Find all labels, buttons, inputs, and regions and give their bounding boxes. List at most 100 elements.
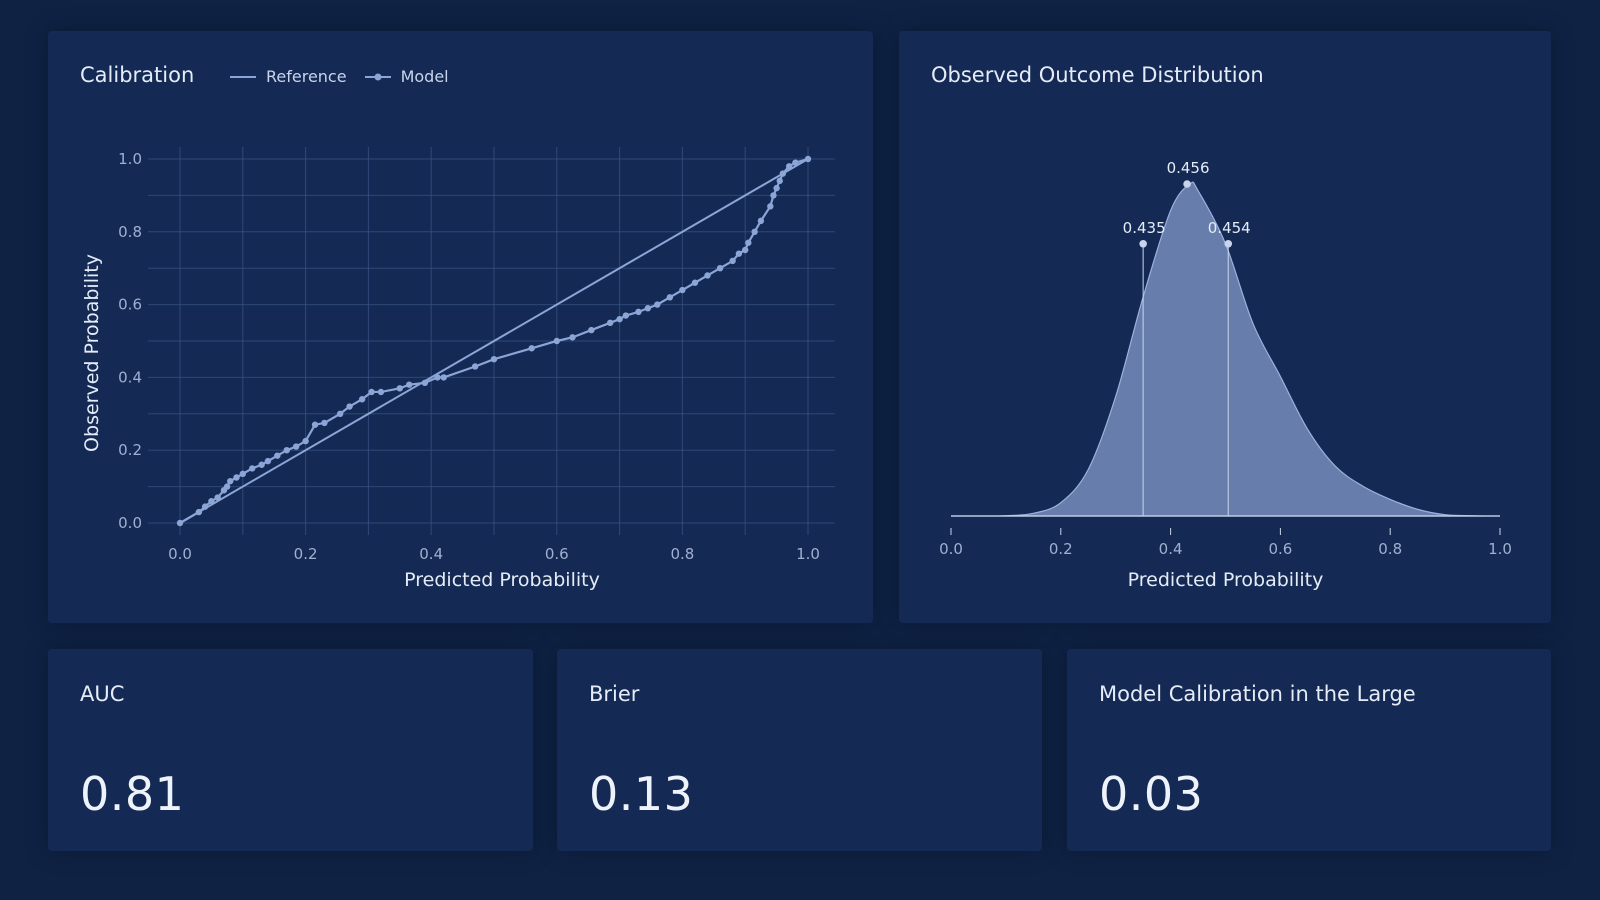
model-point [779, 170, 787, 177]
legend-item-model: Model [364, 67, 449, 86]
y-tick-label: 0.6 [118, 296, 142, 314]
model-point [622, 312, 630, 319]
model-point [635, 308, 642, 316]
model-point [644, 305, 652, 312]
calibration-in-the-large-card: Model Calibration in the Large 0.03 [1067, 649, 1551, 851]
calibration-chart: 0.0 0.2 0.4 0.6 0.8 1.0 0.0 0.2 0.4 0.6 0.8 1.0 Pred… [81, 147, 835, 591]
x-tick-label: 0.0 [168, 545, 192, 563]
model-point [553, 337, 560, 345]
model-point [745, 239, 752, 246]
x-axis-label: Predicted Probability [404, 569, 600, 591]
model-point [258, 461, 265, 468]
reference-line-icon [230, 71, 256, 83]
model-point [773, 184, 780, 192]
x-tick-label: 1.0 [796, 545, 820, 563]
y-tick-label: 1.0 [118, 150, 142, 168]
distribution-title: Observed Outcome Distribution [931, 63, 1264, 87]
brier-card: Brier 0.13 [557, 649, 1042, 851]
model-point [336, 410, 344, 417]
model-point [311, 421, 319, 428]
annotation-point [1139, 239, 1147, 248]
model-point [358, 396, 366, 403]
model-point [729, 257, 736, 265]
model-point [606, 319, 614, 326]
y-tick-label: 0.2 [118, 441, 142, 459]
model-point [434, 374, 441, 381]
model-point [274, 452, 281, 459]
calibration-in-the-large-value: 0.03 [1099, 767, 1204, 821]
model-point [471, 363, 479, 370]
model-point [195, 508, 203, 516]
model-point [735, 250, 743, 257]
model-point [691, 279, 699, 286]
y-tick-label: 0.4 [118, 368, 142, 386]
model-point [716, 265, 724, 272]
model-point [770, 192, 777, 199]
model-point [528, 345, 535, 352]
x-tick-label: 0.6 [545, 545, 569, 563]
model-point [421, 379, 429, 387]
x-tick-label: 0.4 [419, 545, 443, 563]
x-tick-label: 0.4 [1159, 540, 1183, 558]
model-point [616, 315, 623, 323]
model-point [239, 470, 246, 478]
model-point [490, 356, 498, 363]
model-point [569, 334, 576, 341]
model-point [208, 497, 215, 505]
model-point [776, 177, 783, 185]
model-point [249, 465, 256, 472]
model-point [588, 326, 595, 334]
model-point [406, 381, 413, 388]
brier-value: 0.13 [589, 767, 694, 821]
model-point [233, 474, 240, 481]
model-point [264, 457, 272, 465]
x-tick-label: 0.0 [939, 540, 963, 558]
annotation-label: 0.456 [1167, 159, 1210, 177]
model-point [377, 388, 385, 396]
model-point [368, 388, 375, 396]
model-point [767, 203, 774, 210]
auc-card: AUC 0.81 [48, 649, 533, 851]
distribution-area [950, 181, 1501, 517]
auc-value: 0.81 [80, 767, 185, 821]
x-tick-label: 0.2 [294, 545, 318, 563]
x-axis-label: Predicted Probability [1128, 569, 1324, 591]
x-tick-label: 0.8 [670, 545, 694, 563]
x-tick-label: 0.8 [1378, 540, 1402, 558]
auc-label: AUC [80, 682, 125, 706]
model-point [804, 155, 812, 163]
model-point [742, 246, 749, 254]
model-point [292, 443, 300, 450]
y-tick-label: 0.0 [118, 514, 142, 532]
model-point [201, 503, 209, 510]
y-tick-label: 0.8 [118, 223, 142, 241]
model-point [666, 294, 674, 301]
model-point [214, 494, 221, 501]
model-point [283, 447, 290, 454]
model-point [792, 159, 799, 166]
calibration-title: Calibration [80, 63, 195, 87]
model-point [757, 217, 765, 225]
calibration-in-the-large-label: Model Calibration in the Large [1099, 682, 1416, 706]
legend-item-reference: Reference [230, 67, 347, 86]
model-point [785, 163, 793, 170]
legend-label-model: Model [400, 67, 449, 86]
calibration-panel: Calibration Reference Model 0.0 0.2 0.4 0.6… [48, 31, 873, 623]
distribution-panel: Observed Outcome Distribution 0.0 0.2 0.4 0… [899, 31, 1551, 623]
model-point [223, 483, 231, 490]
model-point [321, 419, 328, 427]
model-line-icon [364, 71, 391, 83]
model-point [679, 286, 686, 294]
model-point [176, 519, 184, 527]
legend-label-reference: Reference [266, 67, 347, 86]
annotation-point [1224, 239, 1233, 248]
model-point [227, 477, 234, 485]
annotation-point [1183, 180, 1191, 188]
x-tick-label: 0.6 [1268, 540, 1292, 558]
y-axis-label: Observed Probability [81, 254, 103, 452]
x-tick-label: 1.0 [1488, 540, 1512, 558]
annotation-label: 0.454 [1208, 219, 1251, 237]
x-tick-label: 0.2 [1049, 540, 1073, 558]
distribution-chart: 0.0 0.2 0.4 0.6 0.8 1.0 Predicted Probability 0… [939, 159, 1512, 591]
model-point [346, 403, 353, 410]
